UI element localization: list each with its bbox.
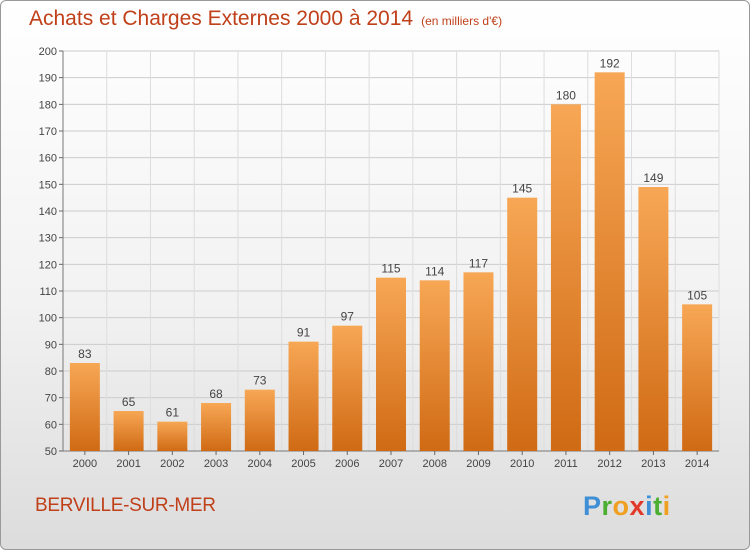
bar-2012 <box>594 72 625 451</box>
value-label-2003: 68 <box>209 387 223 401</box>
x-tick-label: 2008 <box>422 458 446 470</box>
x-tick-label: 2000 <box>73 458 97 470</box>
value-label-2009: 117 <box>469 256 488 270</box>
bar-2008 <box>419 280 450 451</box>
y-tick-label: 130 <box>39 233 57 245</box>
bar-2002 <box>157 421 188 451</box>
y-tick-label: 140 <box>39 206 57 218</box>
x-tick-label: 2002 <box>160 458 184 470</box>
value-label-2001: 65 <box>122 395 136 409</box>
x-tick-label: 2011 <box>554 458 578 470</box>
chart-title-block: Achats et Charges Externes 2000 à 2014 (e… <box>29 7 502 31</box>
y-tick-label: 180 <box>39 99 57 111</box>
value-label-2007: 115 <box>381 262 400 276</box>
x-tick-label: 2003 <box>204 458 228 470</box>
value-label-2002: 61 <box>166 406 180 420</box>
value-label-2014: 105 <box>687 288 707 302</box>
x-tick-label: 2004 <box>248 458 272 470</box>
value-label-2012: 192 <box>600 56 620 70</box>
y-tick-label: 70 <box>45 393 57 405</box>
bar-2007 <box>376 277 406 451</box>
value-label-2011: 180 <box>556 88 576 102</box>
bar-2003 <box>201 403 232 451</box>
y-tick-label: 60 <box>45 419 57 431</box>
x-tick-label: 2001 <box>116 458 140 470</box>
y-tick-label: 200 <box>39 46 57 58</box>
value-label-2013: 149 <box>643 171 663 185</box>
chart-title: Achats et Charges Externes 2000 à 2014 <box>29 7 414 30</box>
y-tick-label: 100 <box>39 313 57 325</box>
value-label-2006: 97 <box>341 310 355 324</box>
bar-2014 <box>682 304 713 451</box>
y-tick-label: 90 <box>45 339 57 351</box>
value-label-2004: 73 <box>253 374 267 388</box>
x-tick-label: 2006 <box>335 458 359 470</box>
bar-2005 <box>288 341 319 451</box>
x-tick-label: 2010 <box>510 458 534 470</box>
x-tick-label: 2013 <box>641 458 665 470</box>
bar-2010 <box>507 197 538 451</box>
bar-2009 <box>463 272 494 451</box>
value-labels: 83 65 61 68 73 91 97 115 114 117 145 180 192 149 105 <box>78 56 707 419</box>
chart-subtitle: (en milliers d'€) <box>421 14 503 28</box>
value-label-2008: 114 <box>425 264 444 278</box>
x-tick-label: 2012 <box>597 458 621 470</box>
y-tick-label: 150 <box>39 179 57 191</box>
x-tick-label: 2014 <box>685 458 709 470</box>
y-tick-label: 170 <box>39 126 57 138</box>
bar-2013 <box>638 187 669 451</box>
bar-2011 <box>550 104 581 451</box>
x-tick-label: 2005 <box>291 458 315 470</box>
bar-2001 <box>113 411 144 451</box>
axes: 50 60 70 80 90 100 110 120 130 140 150 160 170 180 190… <box>39 46 719 470</box>
x-tick-label: 2007 <box>379 458 403 470</box>
y-tick-label: 160 <box>39 153 57 165</box>
y-tick-label: 50 <box>45 446 57 458</box>
y-tick-label: 190 <box>39 73 57 85</box>
bar-2004 <box>244 389 275 451</box>
commune-name: BERVILLE-SUR-MER <box>35 495 216 516</box>
proxiti-logo: Proxiti <box>583 491 671 521</box>
bars <box>69 72 713 451</box>
value-label-2000: 83 <box>78 347 92 361</box>
x-tick-label: 2009 <box>466 458 490 470</box>
y-tick-label: 120 <box>39 259 57 271</box>
y-tick-label: 80 <box>45 366 57 378</box>
value-label-2010: 145 <box>512 182 532 196</box>
bar-2006 <box>332 325 363 451</box>
value-label-2005: 91 <box>297 326 311 340</box>
y-tick-label: 110 <box>39 286 57 298</box>
bar-2000 <box>69 363 100 451</box>
